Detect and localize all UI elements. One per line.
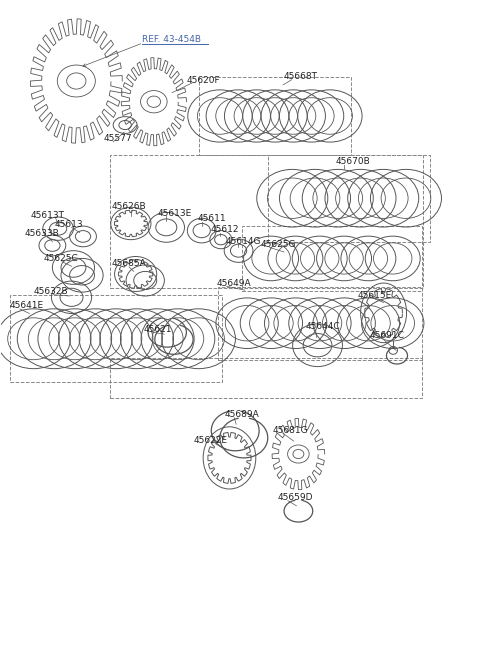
Text: 45621: 45621 <box>144 324 172 334</box>
Text: 45613: 45613 <box>54 219 83 228</box>
Text: 45632B: 45632B <box>33 287 68 296</box>
Text: 45613T: 45613T <box>30 210 64 219</box>
Text: 45670B: 45670B <box>336 158 371 167</box>
Text: 45620F: 45620F <box>186 76 220 85</box>
Text: 45626B: 45626B <box>112 202 146 211</box>
Text: 45659D: 45659D <box>277 493 313 502</box>
Text: 45611: 45611 <box>198 214 227 223</box>
Bar <box>199 77 351 155</box>
Text: 45577: 45577 <box>104 134 132 143</box>
Bar <box>242 226 422 291</box>
Text: 45649A: 45649A <box>217 278 252 288</box>
Text: 45613E: 45613E <box>157 208 192 217</box>
Text: 45691C: 45691C <box>369 331 404 340</box>
Text: 45689A: 45689A <box>225 410 259 419</box>
Text: 45612: 45612 <box>210 225 239 234</box>
Bar <box>110 155 423 288</box>
Bar <box>218 287 422 360</box>
Bar <box>268 155 431 241</box>
Bar <box>10 295 222 382</box>
Bar <box>110 358 422 398</box>
Text: 45615E: 45615E <box>358 291 392 300</box>
Text: 45633B: 45633B <box>24 228 60 238</box>
Text: 45614G: 45614G <box>226 237 261 246</box>
Text: 45681G: 45681G <box>273 426 308 435</box>
Text: 45644C: 45644C <box>306 322 341 331</box>
Text: 45685A: 45685A <box>112 259 146 268</box>
Text: 45625C: 45625C <box>44 254 79 263</box>
Text: REF. 43-454B: REF. 43-454B <box>142 35 201 44</box>
Text: 45625G: 45625G <box>260 239 296 249</box>
Text: 45622E: 45622E <box>193 436 227 445</box>
Text: 45641E: 45641E <box>9 301 43 310</box>
Text: 45668T: 45668T <box>283 72 317 81</box>
